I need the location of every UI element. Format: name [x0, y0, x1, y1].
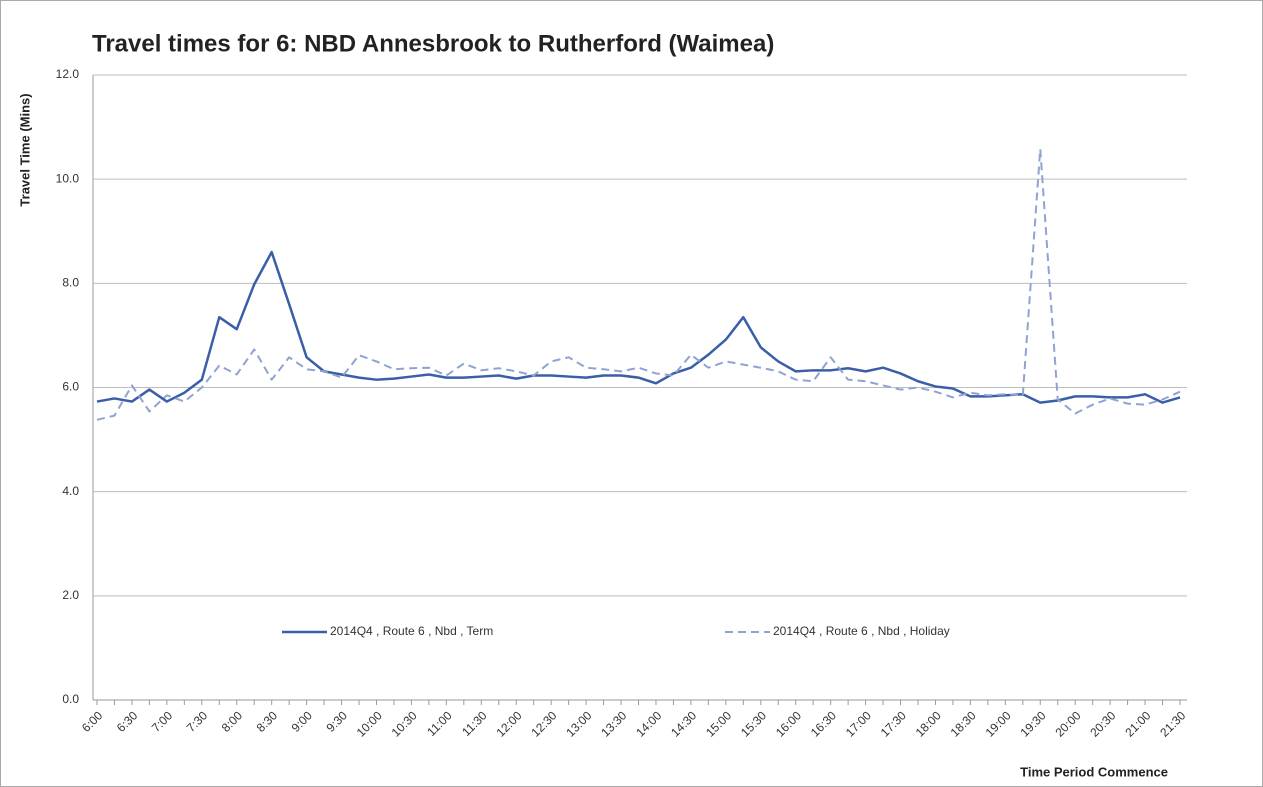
y-tick-label: 12.0: [56, 67, 80, 81]
y-tick-label: 10.0: [56, 171, 80, 185]
y-tick-label: 6.0: [62, 380, 79, 394]
y-tick-label: 4.0: [62, 484, 79, 498]
chart-title: Travel times for 6: NBD Annesbrook to Ru…: [92, 30, 774, 57]
y-tick-label: 2.0: [62, 588, 79, 602]
series-line: [96, 147, 1181, 421]
series-line: [96, 250, 1181, 404]
x-axis-title: Time Period Commence: [1020, 764, 1168, 779]
legend-label: 2014Q4 , Route 6 , Nbd , Holiday: [773, 624, 950, 638]
y-axis-title: Travel Time (Mins): [17, 93, 32, 206]
y-tick-label: 8.0: [62, 276, 79, 290]
legend-label: 2014Q4 , Route 6 , Nbd , Term: [330, 624, 493, 638]
y-tick-label: 0.0: [62, 692, 79, 706]
